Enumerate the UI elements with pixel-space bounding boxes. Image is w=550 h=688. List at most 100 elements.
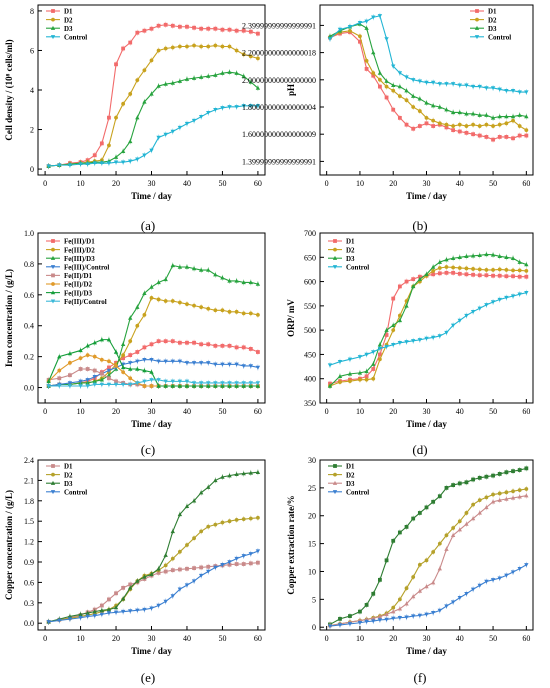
data-point [384, 84, 389, 89]
data-point [444, 257, 449, 262]
data-point [177, 512, 183, 517]
x-tick-label: 0 [325, 634, 329, 643]
data-point [384, 558, 389, 563]
y-tick-label: 1.39999999999999991 [242, 157, 316, 166]
data-point [99, 161, 105, 166]
data-point [437, 334, 442, 339]
data-point [156, 359, 161, 364]
data-point [510, 114, 516, 119]
data-point [135, 366, 140, 371]
y-tick-label: 15 [308, 540, 316, 549]
data-point [68, 360, 72, 365]
data-point [477, 133, 482, 138]
legend-marker [51, 247, 55, 252]
y-tick-label: 550 [304, 302, 316, 311]
data-point [470, 253, 476, 258]
data-point [255, 469, 261, 474]
data-point [170, 263, 175, 268]
legend-marker [333, 464, 337, 468]
data-point [206, 569, 211, 574]
legend-entry: D3 [328, 255, 355, 263]
legend-marker [51, 464, 55, 468]
data-point [113, 610, 119, 615]
data-point [206, 524, 211, 529]
data-point [85, 614, 90, 619]
data-point [337, 374, 343, 378]
data-point [391, 296, 396, 301]
data-point [227, 69, 232, 74]
y-tick-label: 2.00000000000000000 [242, 76, 316, 85]
data-point [511, 268, 515, 273]
data-point [411, 126, 416, 131]
data-point [404, 75, 409, 80]
data-point [198, 361, 204, 366]
data-point [170, 594, 175, 599]
data-point [391, 82, 396, 87]
data-point [220, 520, 225, 525]
data-point [377, 614, 383, 619]
legend-marker [474, 35, 480, 40]
data-point [163, 339, 168, 344]
x-tick-label: 10 [77, 634, 85, 643]
y-axis-label: Iron concentration / (g/L) [4, 269, 14, 367]
data-point [347, 25, 353, 30]
x-tick-label: 10 [356, 407, 364, 416]
data-point [234, 48, 239, 53]
data-point [149, 571, 154, 576]
data-point [234, 309, 239, 314]
data-point [451, 265, 456, 270]
data-point [497, 114, 502, 119]
data-point [397, 341, 403, 346]
data-point [213, 565, 218, 570]
data-point [371, 71, 376, 75]
data-point [92, 382, 97, 387]
data-point [411, 284, 416, 289]
y-tick-label: 25 [308, 484, 316, 493]
data-point [78, 348, 83, 353]
data-point [85, 353, 90, 357]
data-point [444, 546, 449, 551]
legend-label: Control [488, 34, 511, 42]
data-point [397, 71, 403, 76]
data-point [227, 309, 232, 314]
data-point [128, 361, 133, 366]
data-point [327, 624, 333, 629]
data-point [198, 490, 204, 495]
data-point [378, 352, 382, 357]
data-point [484, 86, 489, 91]
x-tick-label: 10 [356, 179, 364, 188]
data-point [378, 84, 382, 89]
data-point [391, 107, 396, 112]
data-point [431, 272, 436, 277]
data-point [397, 94, 402, 99]
data-point [206, 267, 211, 272]
data-point [121, 356, 126, 361]
data-point [404, 601, 409, 606]
data-point [170, 45, 175, 50]
x-tick-label: 0 [43, 407, 47, 416]
data-point [191, 361, 197, 366]
data-point [524, 90, 529, 95]
data-point [417, 338, 423, 343]
legend-marker [474, 25, 480, 30]
data-point [384, 333, 389, 337]
data-point [241, 280, 246, 285]
data-point [397, 115, 402, 120]
data-point [504, 121, 509, 126]
x-tick-label: 20 [112, 407, 120, 416]
y-tick-label: 0.4 [24, 322, 34, 331]
data-point [85, 384, 90, 389]
data-point [411, 78, 416, 83]
data-point [248, 470, 253, 475]
data-point [156, 83, 161, 88]
x-tick-label: 20 [389, 407, 397, 416]
data-point [135, 157, 140, 162]
data-point [213, 72, 218, 77]
data-point [484, 579, 489, 584]
data-point [327, 37, 333, 42]
data-point [424, 612, 429, 617]
data-point [99, 371, 104, 376]
data-point [149, 148, 154, 153]
data-point [424, 272, 429, 276]
data-point [57, 163, 62, 168]
